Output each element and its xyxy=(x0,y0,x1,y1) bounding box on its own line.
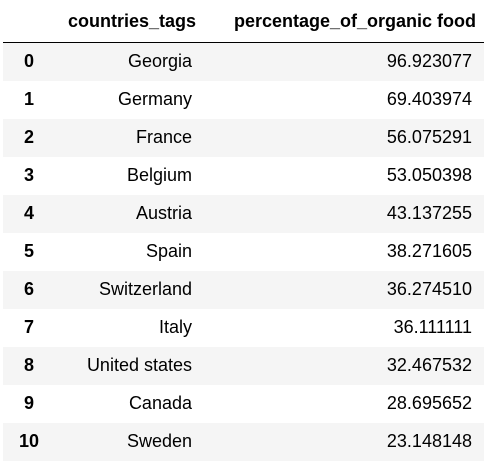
row-index: 0 xyxy=(23,51,34,72)
row-index: 2 xyxy=(23,127,34,147)
row-index: 1 xyxy=(23,89,34,109)
percentage-cell: 36.274510 xyxy=(386,279,472,299)
row-index: 4 xyxy=(23,203,34,223)
table-row: 3 Belgium 53.050398 xyxy=(3,156,484,195)
percentage-cell: 56.075291 xyxy=(386,127,472,147)
table-row: 5 Spain 38.271605 xyxy=(3,232,484,271)
percentage-cell: 96.923077 xyxy=(386,51,472,72)
table-row: 0 Georgia 96.923077 xyxy=(3,42,484,81)
percentage-cell: 43.137255 xyxy=(386,203,472,223)
table-row: 9 Canada 28.695652 xyxy=(3,384,484,423)
table-row: 2 France 56.075291 xyxy=(3,118,484,157)
country-cell: Sweden xyxy=(126,431,192,451)
header-row: countries_tags percentage_of_organic foo… xyxy=(3,0,484,43)
country-cell: Germany xyxy=(117,89,192,109)
table-row: 8 United states 32.467532 xyxy=(3,346,484,385)
country-cell: Switzerland xyxy=(98,279,192,299)
dataframe-table: countries_tags percentage_of_organic foo… xyxy=(3,0,484,461)
table-row: 1 Germany 69.403974 xyxy=(3,80,484,119)
table-body: 0 Georgia 96.923077 1 Germany 69.403974 … xyxy=(3,42,484,461)
percentage-cell: 36.111111 xyxy=(393,317,472,337)
percentage-cell: 28.695652 xyxy=(386,393,472,413)
dataframe-output: countries_tags percentage_of_organic foo… xyxy=(3,0,484,461)
row-index: 5 xyxy=(23,241,34,261)
row-index: 6 xyxy=(23,279,34,299)
table-row: 7 Italy 36.111111 xyxy=(3,308,484,347)
country-cell: France xyxy=(135,127,192,147)
percentage-cell: 38.271605 xyxy=(386,241,472,261)
row-index: 8 xyxy=(23,355,34,375)
row-index: 7 xyxy=(23,317,34,337)
row-index: 3 xyxy=(23,165,34,185)
row-index: 10 xyxy=(18,431,40,451)
percentage-cell: 69.403974 xyxy=(386,89,472,109)
percentage-cell: 32.467532 xyxy=(386,355,472,375)
country-cell: Italy xyxy=(158,317,192,337)
country-cell: United states xyxy=(86,355,192,375)
country-cell: Georgia xyxy=(127,51,192,72)
country-cell: Canada xyxy=(128,393,192,413)
table-header: countries_tags percentage_of_organic foo… xyxy=(3,0,484,43)
column-header-percentage-organic: percentage_of_organic food xyxy=(204,0,484,43)
table-row: 6 Switzerland 36.274510 xyxy=(3,270,484,309)
percentage-cell: 23.148148 xyxy=(386,431,472,451)
table-row: 10 Sweden 23.148148 xyxy=(3,422,484,461)
country-cell: Belgium xyxy=(126,165,192,185)
column-header-countries-tags: countries_tags xyxy=(55,0,204,43)
country-cell: Spain xyxy=(145,241,192,261)
country-cell: Austria xyxy=(135,203,192,223)
percentage-cell: 53.050398 xyxy=(386,165,472,185)
index-header xyxy=(3,0,55,43)
table-row: 4 Austria 43.137255 xyxy=(3,194,484,233)
row-index: 9 xyxy=(23,393,34,413)
